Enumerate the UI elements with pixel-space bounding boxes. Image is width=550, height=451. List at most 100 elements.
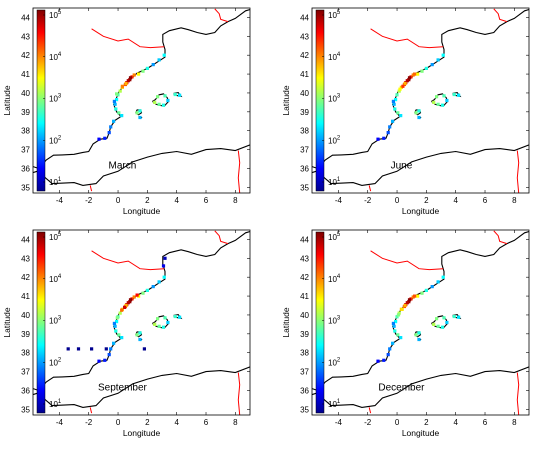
x-tick-label: -2: [364, 418, 372, 427]
concentration-point: [396, 333, 400, 337]
country-border: [91, 28, 165, 49]
concentration-point: [386, 353, 390, 357]
panel-title: June: [391, 160, 413, 171]
map-panel-3: -4 -2 0 2 4 6 8 35 36 37 38 39 40 41 42 43 44 Longitude La…: [2, 229, 251, 438]
concentration-point: [436, 324, 440, 328]
y-tick-label: 37: [21, 368, 30, 377]
concentration-point: [178, 315, 182, 319]
concentration-point: [413, 72, 417, 76]
concentration-point: [442, 94, 446, 98]
x-tick-label: 8: [512, 196, 517, 205]
y-tick-label: 44: [300, 235, 309, 244]
colorbar-label: 105: [328, 232, 341, 242]
colorbar-label: 101: [49, 177, 62, 187]
plot-frame: [311, 229, 530, 416]
y-tick-label: 42: [21, 51, 30, 60]
y-tick-label: 35: [21, 405, 30, 414]
colorbar-label: 101: [328, 177, 341, 187]
concentration-point: [173, 314, 177, 319]
concentration-point: [151, 63, 155, 67]
country-border: [493, 230, 508, 245]
x-tick-label: 0: [395, 196, 400, 205]
concentration-point: [399, 114, 403, 118]
concentration-point: [112, 99, 116, 103]
colorbar-label: 103: [328, 94, 341, 104]
concentration-point: [141, 69, 145, 73]
concentration-point: [416, 72, 420, 76]
concentration-point: [104, 347, 108, 351]
colorbar-label: 105: [328, 10, 341, 20]
colorbar: [36, 231, 46, 414]
concentration-point: [142, 347, 146, 351]
map-area: [312, 8, 529, 193]
y-tick-label: 36: [300, 386, 309, 395]
concentration-point: [405, 301, 409, 305]
concentration-point: [156, 317, 160, 321]
y-axis-label: Latitude: [2, 85, 12, 116]
concentration-point: [407, 76, 412, 80]
y-tick-label: 40: [300, 89, 309, 98]
concentration-point: [435, 317, 439, 321]
colorbar-label: 103: [49, 94, 62, 104]
concentration-point: [386, 131, 390, 135]
concentration-point: [163, 256, 167, 260]
concentration-point: [115, 98, 119, 102]
concentration-point: [128, 76, 133, 80]
concentration-point: [162, 275, 166, 279]
coastline: [312, 8, 529, 170]
concentration-point: [417, 331, 421, 335]
concentration-point: [103, 136, 107, 140]
y-tick-label: 41: [300, 292, 309, 301]
concentration-point: [382, 136, 386, 140]
concentration-point: [403, 303, 407, 308]
concentration-point: [445, 320, 449, 325]
concentration-point: [399, 336, 403, 340]
concentration-point: [112, 119, 116, 123]
concentration-point: [120, 336, 124, 340]
concentration-point: [388, 125, 392, 129]
y-tick-label: 36: [21, 386, 30, 395]
y-tick-label: 36: [21, 164, 30, 173]
y-tick-label: 42: [21, 273, 30, 282]
concentration-point: [414, 333, 418, 337]
concentration-point: [391, 99, 395, 103]
x-tick-label: 6: [483, 418, 488, 427]
concentration-point: [120, 308, 124, 312]
concentration-point: [376, 359, 380, 363]
concentration-point: [97, 137, 101, 141]
concentration-point: [161, 264, 166, 268]
colorbar-label: 105: [49, 232, 62, 242]
x-tick-label: 0: [395, 418, 400, 427]
coastline: [312, 230, 529, 392]
concentration-point: [391, 119, 395, 123]
concentration-point: [118, 89, 122, 93]
x-tick-label: 4: [453, 418, 458, 427]
concentration-point: [153, 322, 157, 326]
concentration-point: [113, 102, 117, 106]
country-border: [516, 150, 520, 193]
y-tick-label: 40: [21, 311, 30, 320]
concentration-point: [109, 125, 113, 129]
y-tick-label: 35: [300, 405, 309, 414]
concentration-point: [112, 341, 116, 345]
concentration-point: [157, 58, 161, 62]
concentration-point: [124, 303, 128, 308]
y-tick-label: 38: [300, 349, 309, 358]
colorbar-label: 105: [49, 10, 62, 20]
y-tick-label: 39: [300, 330, 309, 339]
x-tick-label: 8: [512, 418, 517, 427]
concentration-point: [420, 291, 424, 295]
x-tick-label: -2: [85, 418, 93, 427]
concentration-point: [414, 111, 418, 115]
y-tick-label: 43: [21, 254, 30, 263]
concentration-point: [436, 58, 440, 62]
concentration-point: [166, 98, 170, 103]
y-tick-label: 38: [21, 127, 30, 136]
concentration-point: [457, 315, 461, 319]
concentration-point: [382, 358, 386, 362]
x-tick-label: 8: [233, 196, 238, 205]
coastline: [33, 230, 250, 392]
concentration-point: [156, 95, 160, 99]
concentration-point: [120, 84, 124, 88]
concentration-point: [430, 285, 434, 289]
